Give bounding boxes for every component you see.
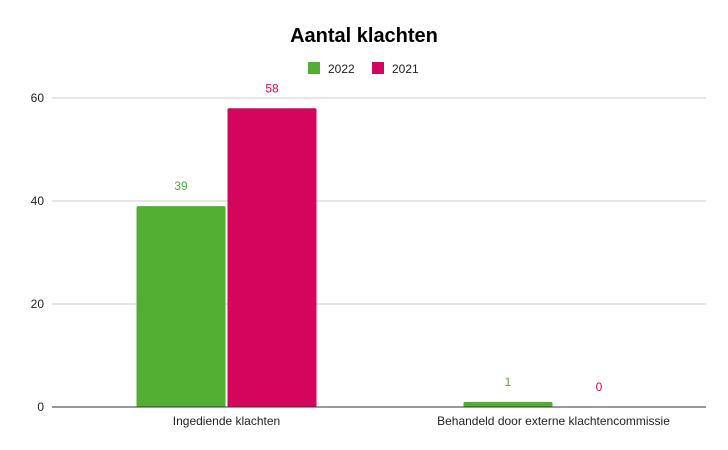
bars <box>136 108 553 408</box>
x-category-label: Behandeld door externe klachtencommissie <box>437 414 670 428</box>
data-label: 1 <box>505 375 512 389</box>
data-label: 58 <box>265 81 279 95</box>
y-tick-label: 40 <box>31 194 45 208</box>
legend-label-2021: 2021 <box>392 62 419 76</box>
data-label: 39 <box>174 179 188 193</box>
bar-2022-0 <box>136 206 226 407</box>
data-labels: 39 58 1 0 <box>174 81 602 394</box>
legend-label-2022: 2022 <box>328 62 355 76</box>
legend-swatch-2021 <box>372 62 384 74</box>
bar-2022-1 <box>463 401 553 407</box>
legend-swatch-2022 <box>308 62 320 74</box>
chart-title: Aantal klachten <box>290 25 438 47</box>
bar-2021-0 <box>227 108 317 408</box>
y-tick-label: 60 <box>31 91 45 105</box>
x-axis-categories: Ingediende klachten Behandeld door extern… <box>173 414 670 428</box>
data-label: 0 <box>596 380 603 394</box>
y-tick-label: 20 <box>31 297 45 311</box>
x-category-label: Ingediende klachten <box>173 414 280 428</box>
y-tick-label: 0 <box>37 400 44 414</box>
legend: 2022 2021 <box>308 62 419 76</box>
y-axis-ticks: 0 20 40 60 <box>31 91 45 414</box>
